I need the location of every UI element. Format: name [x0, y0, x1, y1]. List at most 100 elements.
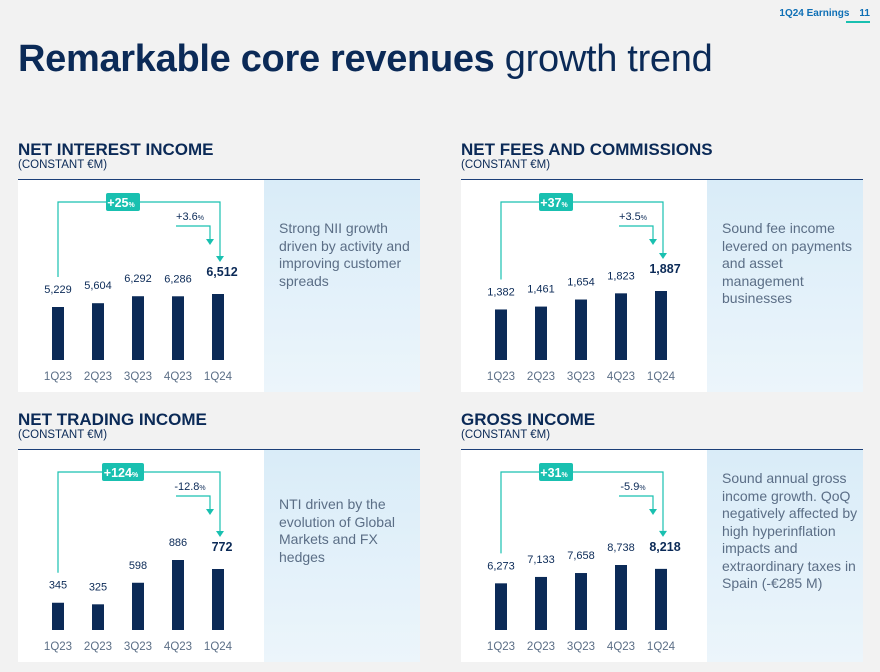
- axis-label-2Q23: 2Q23: [84, 641, 112, 653]
- panel-rule: [461, 449, 863, 450]
- page-header: 1Q24 Earnings 11: [779, 8, 870, 23]
- value-label-3Q23: 1,654: [567, 277, 595, 289]
- axis-label-3Q23: 3Q23: [124, 371, 152, 383]
- total-growth-value: +37%: [540, 196, 568, 210]
- total-growth-value: +124%: [104, 466, 139, 480]
- bar-chart: 345 325 598 886 772 1Q23 2Q23 3Q23 4Q23 1Q24 +124%…: [18, 450, 264, 662]
- page-title: Remarkable core revenues growth trend: [18, 38, 713, 81]
- chart-svg: 345 325 598 886 772 1Q23 2Q23 3Q23 4Q23 1Q24 +124%…: [44, 463, 233, 653]
- axis-label-2Q23: 2Q23: [527, 641, 555, 653]
- qoq-growth-arrowhead: [206, 239, 214, 245]
- value-label-2Q23: 7,133: [527, 554, 555, 566]
- total-growth-badge: [539, 463, 573, 481]
- axis-label-4Q23: 4Q23: [164, 371, 192, 383]
- bar-2Q23: [535, 576, 547, 630]
- bar-3Q23: [132, 296, 144, 360]
- qoq-growth-value: -5.9%: [620, 481, 645, 493]
- total-growth-percent-sign: %: [128, 202, 135, 209]
- commentary-text: Strong NII growth driven by activity and…: [279, 220, 410, 289]
- value-label-4Q23: 8,738: [607, 542, 635, 554]
- qoq-growth-percent-sign: %: [641, 215, 647, 222]
- commentary-text: Sound annual gross income growth. QoQ ne…: [722, 470, 858, 591]
- bar-2Q23: [92, 604, 104, 630]
- bar-3Q23: [132, 582, 144, 630]
- total-growth-badge: [539, 193, 573, 211]
- panel-net-fees-and-commissions: NET FEES AND COMMISSIONS (CONSTANT €M) 1…: [461, 140, 863, 402]
- bar-2Q23: [92, 303, 104, 360]
- axis-label-2Q23: 2Q23: [84, 371, 112, 383]
- axis-label-4Q23: 4Q23: [164, 641, 192, 653]
- panel-subtitle: (CONSTANT €M): [18, 159, 108, 171]
- value-label-3Q23: 598: [129, 560, 147, 572]
- total-growth-percent-sign: %: [561, 472, 568, 479]
- bar-4Q23: [172, 560, 184, 630]
- value-label-1Q24: 772: [212, 540, 233, 554]
- commentary-box: Strong NII growth driven by activity and…: [264, 180, 420, 392]
- header-accent-line: [846, 21, 870, 23]
- qoq-growth-arrowhead: [206, 509, 214, 515]
- qoq-growth-bracket: [619, 495, 654, 509]
- axis-label-1Q24: 1Q24: [204, 371, 233, 383]
- commentary-box: NTI driven by the evolution of Global Ma…: [264, 450, 420, 662]
- value-label-1Q24: 8,218: [649, 540, 680, 554]
- bar-1Q24: [212, 294, 224, 360]
- qoq-growth-bracket: [619, 225, 654, 239]
- panel-gross-income: GROSS INCOME (CONSTANT €M) 6,273 7,133 7,6…: [461, 410, 863, 672]
- value-label-2Q23: 1,461: [527, 284, 555, 296]
- value-label-3Q23: 6,292: [124, 273, 152, 285]
- total-growth-value: +25%: [107, 196, 135, 210]
- panel-net-interest-income: NET INTEREST INCOME (CONSTANT €M) 5,229 5…: [18, 140, 420, 402]
- bar-chart: 1,382 1,461 1,654 1,823 1,887 1Q23 2Q23 3Q23 4Q2…: [461, 180, 707, 392]
- axis-label-3Q23: 3Q23: [567, 371, 595, 383]
- bar-4Q23: [172, 296, 184, 360]
- bar-4Q23: [615, 565, 627, 630]
- panel-title: NET INTEREST INCOME: [18, 140, 214, 159]
- panel-title: GROSS INCOME: [461, 410, 596, 429]
- commentary-box: Sound annual gross income growth. QoQ ne…: [707, 450, 863, 662]
- value-label-4Q23: 6,286: [164, 273, 192, 285]
- total-growth-bracket: [500, 201, 664, 280]
- bar-1Q23: [495, 309, 507, 360]
- axis-label-4Q23: 4Q23: [607, 641, 635, 653]
- value-label-1Q23: 345: [49, 580, 67, 592]
- bar-1Q24: [655, 291, 667, 360]
- axis-label-1Q23: 1Q23: [487, 371, 515, 383]
- axis-label-4Q23: 4Q23: [607, 371, 635, 383]
- bar-1Q24: [212, 569, 224, 630]
- qoq-growth-bracket: [176, 495, 211, 509]
- panel-rule: [461, 179, 863, 180]
- panel-net-trading-income: NET TRADING INCOME (CONSTANT €M) 345 325 5…: [18, 410, 420, 672]
- qoq-growth-percent-sign: %: [198, 215, 204, 222]
- qoq-growth-arrowhead: [649, 509, 657, 515]
- total-growth-value: +31%: [540, 466, 568, 480]
- total-growth-badge: [102, 463, 144, 481]
- value-label-1Q23: 1,382: [487, 286, 515, 298]
- page-number: 11: [859, 8, 870, 19]
- bar-1Q23: [495, 583, 507, 630]
- qoq-growth-value: +3.5%: [619, 211, 647, 223]
- panel-subtitle: (CONSTANT €M): [461, 159, 551, 171]
- axis-label-1Q23: 1Q23: [44, 641, 72, 653]
- bar-3Q23: [575, 573, 587, 630]
- axis-label-1Q23: 1Q23: [487, 641, 515, 653]
- title-light: growth trend: [504, 38, 713, 80]
- panel-subtitle: (CONSTANT €M): [461, 429, 551, 441]
- commentary-box: Sound fee income levered on payments and…: [707, 180, 863, 392]
- value-label-1Q23: 5,229: [44, 284, 72, 296]
- axis-label-1Q24: 1Q24: [647, 641, 676, 653]
- axis-label-3Q23: 3Q23: [124, 641, 152, 653]
- bar-4Q23: [615, 293, 627, 360]
- bar-1Q23: [52, 602, 64, 630]
- panel-rule: [18, 449, 420, 450]
- qoq-growth-percent-sign: %: [639, 485, 645, 492]
- bar-1Q23: [52, 307, 64, 360]
- value-label-4Q23: 886: [169, 537, 187, 549]
- chart-svg: 1,382 1,461 1,654 1,823 1,887 1Q23 2Q23 3Q23 4Q2…: [487, 193, 681, 383]
- qoq-growth-value: +3.6%: [176, 211, 204, 223]
- panel-subtitle: (CONSTANT €M): [18, 429, 108, 441]
- chart-svg: 5,229 5,604 6,292 6,286 6,512 1Q23 2Q23 3Q23 4Q2…: [44, 193, 238, 383]
- value-label-2Q23: 5,604: [84, 280, 112, 292]
- total-growth-badge: [106, 193, 140, 211]
- axis-label-3Q23: 3Q23: [567, 641, 595, 653]
- axis-label-1Q24: 1Q24: [647, 371, 676, 383]
